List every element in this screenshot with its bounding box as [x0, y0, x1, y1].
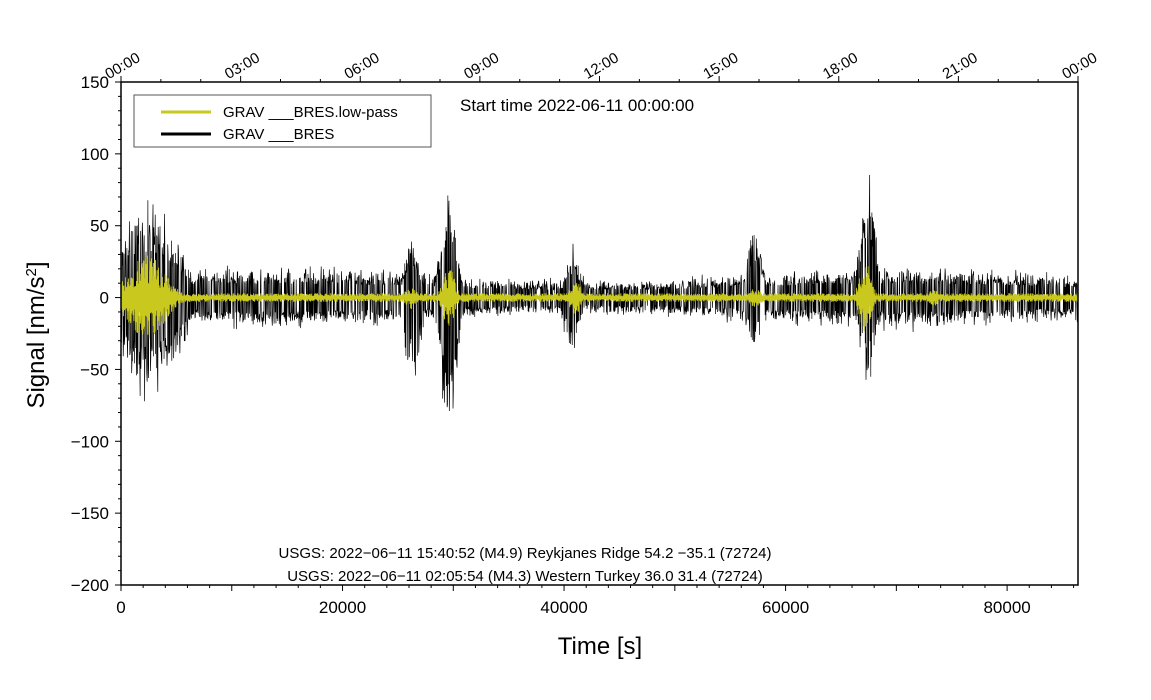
x-tick-label: 80000: [983, 598, 1030, 617]
x-tick-label: 0: [116, 598, 125, 617]
y-tick-label: 50: [90, 217, 109, 236]
y-tick-label: −200: [71, 576, 109, 595]
trace-raw: [120, 174, 1079, 412]
y-tick-label: −150: [71, 504, 109, 523]
x-tick-label: 40000: [540, 598, 587, 617]
legend-box: [133, 94, 432, 148]
top-tick-label: 12:00: [581, 49, 622, 82]
y-tick-label: 100: [81, 145, 109, 164]
event-annotation-turkey: USGS: 2022−06−11 02:05:54 (M4.3) Western…: [287, 568, 763, 585]
x-tick-label: 20000: [319, 598, 366, 617]
top-tick-label: 00:00: [102, 49, 143, 82]
chart-title: Start time 2022-06-11 00:00:00: [460, 96, 694, 115]
top-tick-label: 06:00: [341, 49, 382, 82]
legend-label-lowpass: GRAV ___BRES.low-pass: [223, 104, 398, 121]
top-tick-label: 03:00: [222, 49, 263, 82]
top-tick-label: 00:00: [1059, 49, 1100, 82]
x-axis-ticks: 0 20000 40000 60000 80000: [116, 585, 1075, 617]
legend: GRAV ___BRES.low-pass GRAV ___BRES: [133, 94, 432, 148]
x-axis-label: Time [s]: [558, 633, 642, 660]
y-tick-label: −50: [80, 360, 109, 379]
y-tick-label: −100: [71, 432, 109, 451]
legend-label-raw: GRAV ___BRES: [223, 126, 334, 143]
top-tick-label: 15:00: [700, 49, 741, 82]
x-tick-label: 60000: [762, 598, 809, 617]
top-tick-label: 09:00: [461, 49, 502, 82]
trace-lowpass: [120, 254, 1079, 340]
top-tick-label: 18:00: [820, 49, 861, 82]
y-tick-label: 150: [81, 73, 109, 92]
y-axis-label: Signal [nm/s2]: [23, 261, 51, 408]
event-annotation-reykjanes: USGS: 2022−06−11 15:40:52 (M4.9) Reykjan…: [279, 545, 772, 562]
signal-traces: [120, 174, 1079, 412]
plot-frame: [120, 81, 1079, 586]
y-axis-ticks: 150 100 50 0 −50 −100 −150 −200: [71, 73, 121, 595]
top-tick-label: 21:00: [940, 49, 981, 82]
y-tick-label: 0: [100, 289, 109, 308]
top-time-axis: 00:00 03:00 06:00 09:00 12:00 15:00 18:00 21:00…: [102, 49, 1100, 82]
